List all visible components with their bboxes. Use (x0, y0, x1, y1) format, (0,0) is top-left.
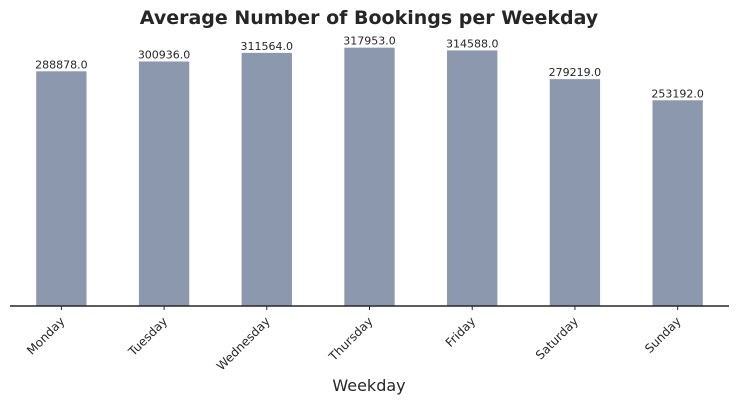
value-labels-layer: 288878.0 300936.0 311564.0 317953.0 314588.0… (35, 35, 704, 101)
bar-thursday (344, 47, 395, 307)
x-tick-labels-layer: Monday Tuesday Wednesday Thursday Friday Satu… (24, 306, 684, 373)
bar-saturday (549, 79, 601, 307)
data-label-sunday: 253192.0 (651, 87, 704, 100)
x-tick-label-tuesday: Tuesday (125, 314, 170, 359)
data-label-tuesday: 300936.0 (138, 48, 191, 61)
x-tick-label-sunday: Sunday (642, 314, 684, 356)
bar-wednesday (241, 52, 292, 306)
data-label-wednesday: 311564.0 (241, 40, 294, 53)
x-tick-label-wednesday: Wednesday (214, 314, 273, 373)
bar-sunday (652, 100, 703, 307)
bar-friday (447, 50, 498, 307)
x-tick-label-saturday: Saturday (533, 314, 581, 362)
data-label-friday: 314588.0 (446, 37, 499, 50)
bar-tuesday (138, 61, 190, 306)
x-tick-label-monday: Monday (24, 314, 67, 357)
chart-title: Average Number of Bookings per Weekday (140, 7, 599, 29)
data-label-saturday: 279219.0 (549, 66, 602, 79)
data-label-thursday: 317953.0 (343, 35, 396, 48)
data-label-monday: 288878.0 (35, 58, 88, 71)
x-axis-label: Weekday (332, 376, 405, 395)
bars-layer (36, 47, 703, 307)
x-tick-label-thursday: Thursday (326, 314, 376, 364)
bar-monday (36, 71, 87, 307)
x-tick-label-friday: Friday (443, 314, 479, 350)
